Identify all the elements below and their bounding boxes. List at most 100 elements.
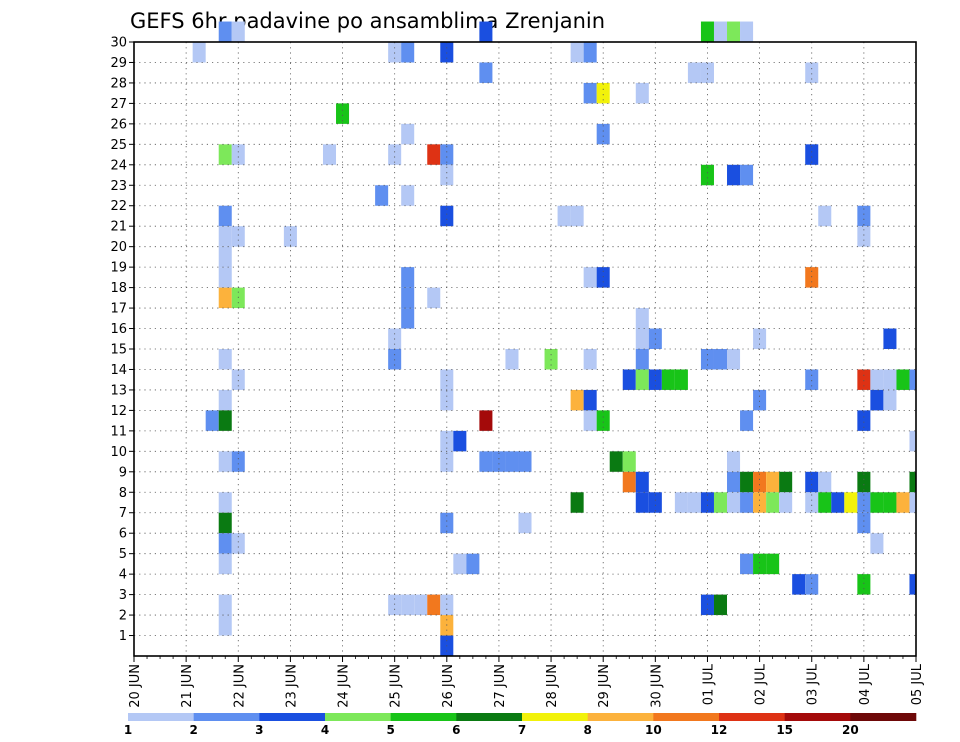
legend-label: 1	[124, 723, 132, 737]
heatmap-cell	[909, 471, 916, 493]
heatmap-cell	[635, 328, 649, 349]
color-legend: 1 2 3 4 5 6 7 8 10 12 15 20	[124, 713, 917, 737]
heatmap-cell	[218, 594, 232, 616]
legend-label: 8	[583, 723, 591, 737]
heatmap-cell	[766, 553, 780, 575]
heatmap-cell	[687, 62, 701, 83]
heatmap-cell	[818, 205, 832, 227]
heatmap-cell	[805, 144, 819, 165]
legend-label: 20	[842, 723, 859, 737]
heatmap-cell	[727, 164, 741, 186]
heatmap-cell	[635, 82, 649, 104]
heatmap-cell	[753, 471, 767, 493]
heatmap-cell	[740, 410, 754, 431]
heatmap-cell	[857, 512, 871, 534]
legend-swatch	[522, 713, 588, 721]
y-tick-label: 1	[119, 629, 127, 644]
heatmap-cell	[388, 594, 402, 616]
legend-label: 6	[452, 723, 460, 737]
y-tick-label: 10	[110, 445, 127, 460]
legend-label: 7	[518, 723, 526, 737]
heatmap-cell	[857, 492, 871, 513]
heatmap-cell	[218, 246, 232, 268]
heatmap-cell	[909, 430, 916, 452]
y-tick-label: 28	[110, 76, 127, 91]
y-tick-label: 26	[110, 117, 127, 132]
heatmap-cell	[218, 512, 232, 534]
heatmap-cell	[440, 594, 454, 616]
heatmap-cell	[375, 185, 389, 206]
legend-label: 12	[711, 723, 728, 737]
y-tick-label: 29	[110, 56, 127, 71]
chart-title: GEFS 6hr padavine po ansamblima Zrenjani…	[130, 9, 605, 33]
heatmap-cell	[466, 553, 480, 575]
legend-swatch	[850, 713, 917, 721]
heatmap-cell	[218, 451, 232, 472]
heatmap-cell	[740, 492, 754, 513]
heatmap-cell	[870, 492, 884, 513]
legend-swatch	[325, 713, 391, 721]
heatmap-cell	[218, 205, 232, 227]
heatmap-cell	[218, 389, 232, 411]
heatmap-cell	[218, 349, 232, 370]
heatmap-cell	[401, 308, 415, 329]
y-tick-label: 27	[110, 97, 127, 112]
legend-swatch	[719, 713, 785, 721]
x-tick-label: 05 JUL	[910, 663, 925, 705]
y-tick-label: 25	[110, 138, 127, 153]
heatmap-cell	[557, 205, 571, 227]
heatmap-cell	[218, 615, 232, 636]
heatmap-cell	[857, 369, 871, 390]
heatmap-cell	[700, 594, 714, 616]
heatmap-cell	[753, 553, 767, 575]
heatmap-cell	[753, 389, 767, 411]
heatmap-cell	[740, 553, 754, 575]
heatmap-cell	[740, 471, 754, 493]
legend-label: 4	[321, 723, 329, 737]
heatmap-cell	[661, 369, 675, 390]
heatmap-cell	[414, 594, 428, 616]
heatmap-cell	[440, 389, 454, 411]
legend-swatch	[653, 713, 720, 721]
x-tick-label: 03 JUL	[806, 663, 821, 705]
heatmap-cell	[218, 21, 232, 42]
heatmap-cell	[883, 492, 897, 513]
heatmap-cell	[896, 369, 910, 390]
heatmap-cell	[622, 369, 636, 390]
heatmap-cell	[440, 164, 454, 186]
heatmap-cell	[596, 267, 610, 288]
heatmap-cell	[401, 287, 415, 309]
heatmap-cell	[857, 471, 871, 493]
heatmap-cell	[401, 123, 415, 145]
heatmap-cell	[727, 492, 741, 513]
heatmap-cell	[427, 594, 441, 616]
y-tick-label: 9	[119, 465, 127, 480]
heatmap-cell	[909, 574, 916, 595]
x-tick-label: 27 JUN	[493, 664, 508, 708]
heatmap-cell	[700, 492, 714, 513]
y-tick-label: 16	[110, 322, 127, 337]
heatmap-cell	[766, 471, 780, 493]
heatmap-cell	[713, 492, 728, 513]
heatmap-cell	[753, 492, 767, 513]
y-tick-label: 2	[119, 609, 127, 624]
legend-swatch	[128, 713, 194, 721]
heatmap-cell	[700, 62, 714, 83]
heatmap-cell	[440, 42, 454, 63]
heatmap-cell	[844, 492, 858, 513]
legend-label: 15	[776, 723, 793, 737]
heatmap-cell	[779, 471, 793, 493]
legend-swatch	[259, 713, 326, 721]
x-tick-label: 25 JUN	[389, 664, 404, 708]
y-tick-label: 19	[110, 261, 127, 276]
heatmap-cell	[883, 328, 897, 349]
y-tick-label: 6	[119, 527, 127, 542]
heatmap-cell	[453, 553, 467, 575]
heatmap-cell	[518, 451, 532, 472]
heatmap-cell	[492, 451, 506, 472]
heatmap-cell	[283, 226, 297, 247]
heatmap-cell	[635, 471, 649, 493]
x-tick-label: 24 JUN	[337, 664, 352, 708]
heatmap-cell	[805, 62, 819, 83]
heatmap-cell	[700, 164, 714, 186]
